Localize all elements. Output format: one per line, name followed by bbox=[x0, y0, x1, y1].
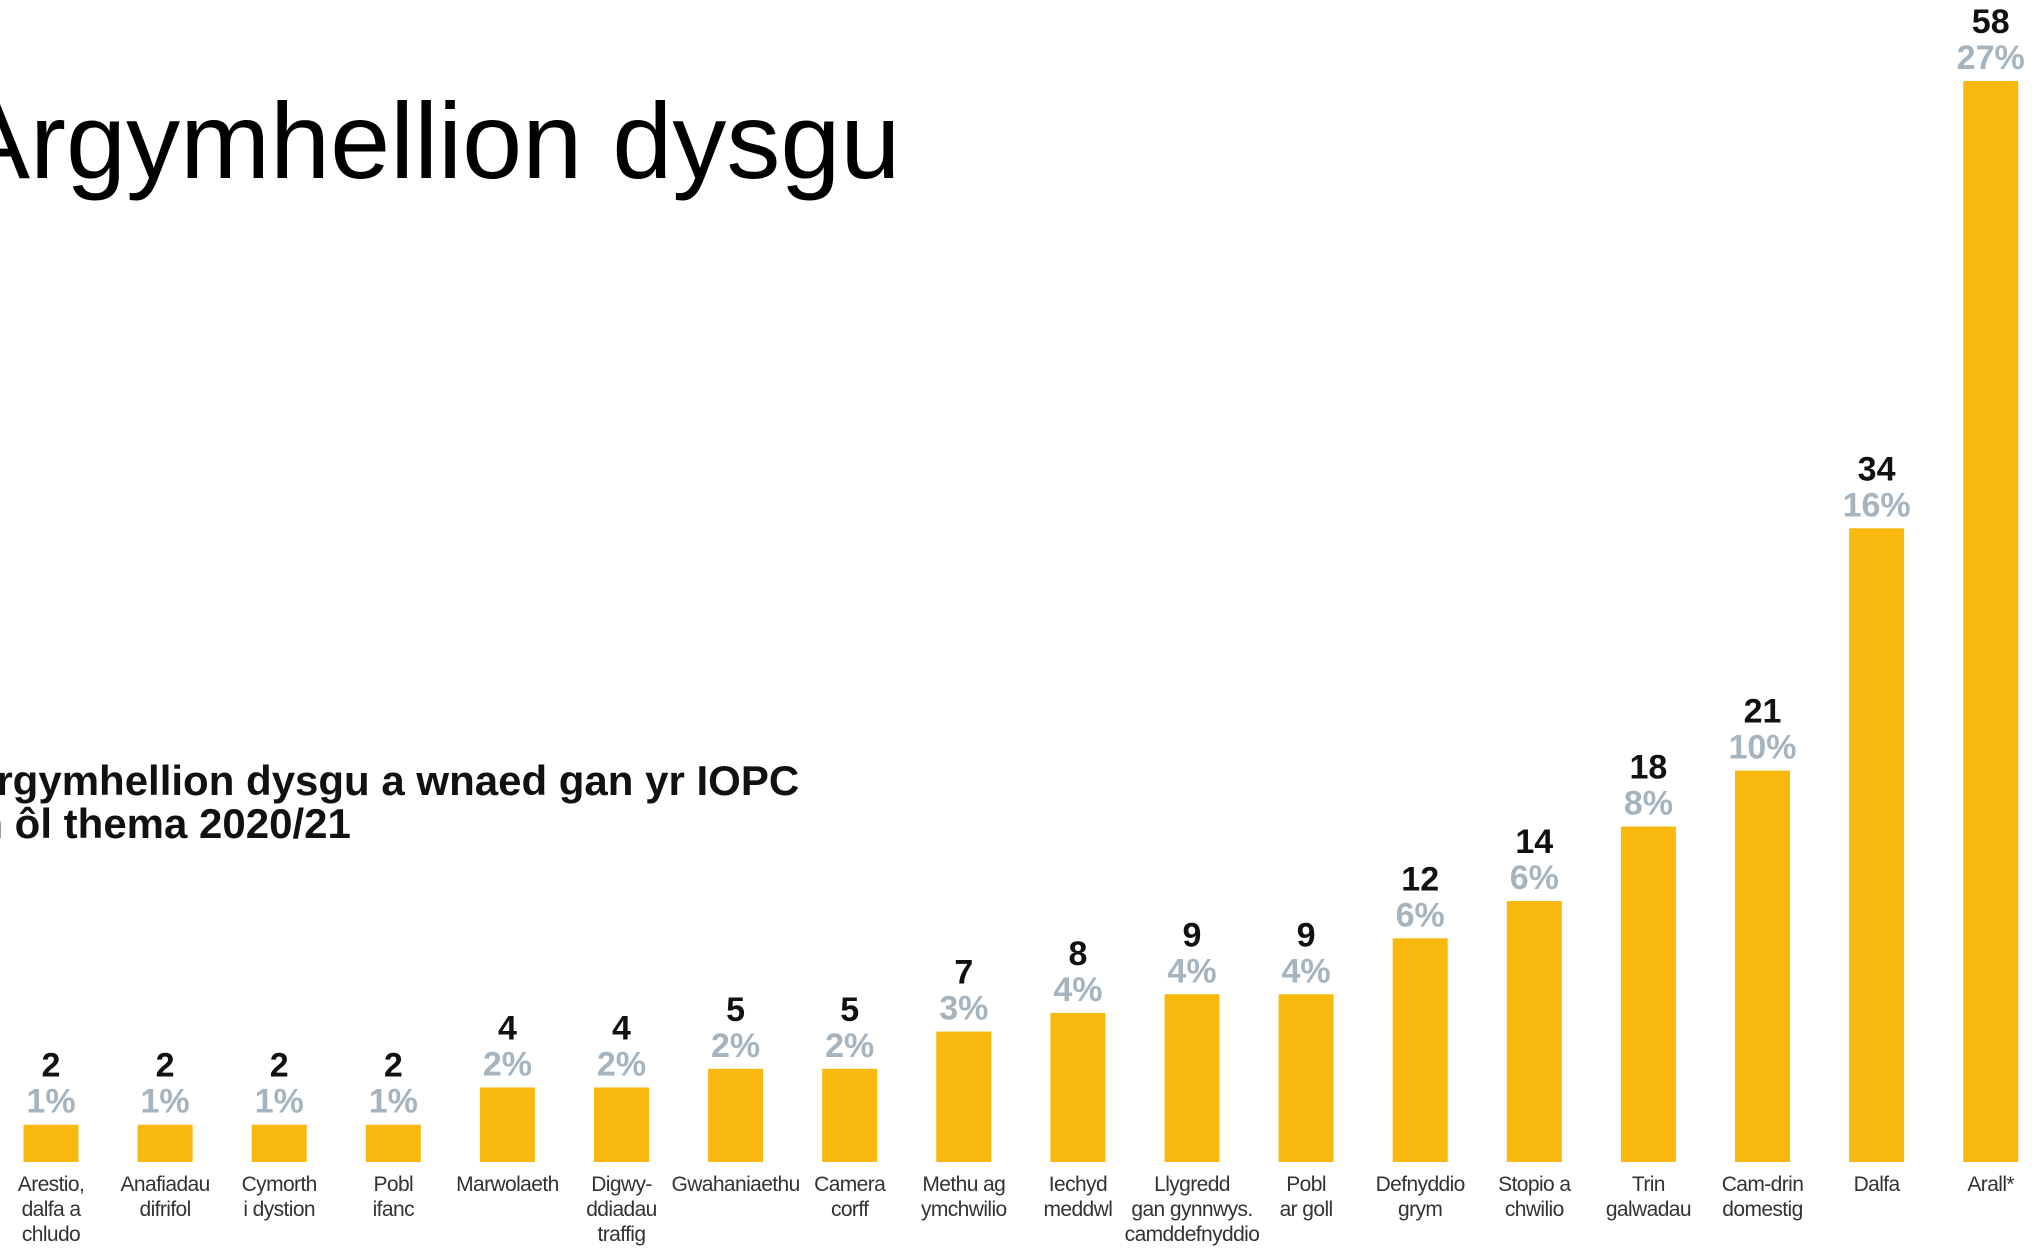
category-label: Dalfa bbox=[1853, 1173, 1901, 1196]
bar bbox=[708, 1068, 764, 1162]
percent-label: 1% bbox=[369, 1083, 418, 1121]
bar bbox=[479, 1087, 535, 1162]
percent-label: 2% bbox=[483, 1045, 532, 1083]
bar bbox=[137, 1124, 193, 1162]
category-label: Pobl ar goll bbox=[1279, 1173, 1334, 1221]
percent-label: 4% bbox=[1167, 952, 1216, 990]
bar bbox=[1506, 901, 1562, 1162]
value-label: 8 bbox=[1068, 935, 1087, 973]
title: Argymhellion dysgu bbox=[0, 80, 901, 201]
bar bbox=[1963, 81, 2019, 1162]
percent-label: 1% bbox=[141, 1083, 190, 1121]
value-label: 14 bbox=[1515, 823, 1553, 861]
category-label: Anafiadau difrifol bbox=[120, 1173, 211, 1221]
value-label: 4 bbox=[498, 1009, 517, 1047]
value-label: 7 bbox=[954, 954, 973, 992]
percent-label: 10% bbox=[1728, 729, 1796, 767]
value-label: 34 bbox=[1858, 450, 1896, 488]
bar bbox=[1278, 994, 1334, 1162]
value-label: 2 bbox=[156, 1047, 175, 1085]
category-label: Trin galwadau bbox=[1605, 1173, 1692, 1221]
category-label: Digwy- ddiadau traffig bbox=[586, 1173, 657, 1246]
value-label: 9 bbox=[1183, 916, 1202, 954]
percent-label: 2% bbox=[825, 1027, 874, 1065]
percent-label: 1% bbox=[26, 1083, 75, 1121]
subtitle: yn ôl thema 2020/21 bbox=[0, 800, 351, 847]
percent-label: 6% bbox=[1510, 859, 1559, 897]
value-label: 2 bbox=[42, 1047, 61, 1085]
category-label: Gwahaniaethu bbox=[671, 1173, 800, 1196]
category-label: Methu ag ymchwilio bbox=[920, 1173, 1007, 1221]
category-label: Cymorth i dystion bbox=[241, 1173, 318, 1221]
value-label: 4 bbox=[612, 1009, 631, 1047]
value-label: 18 bbox=[1629, 749, 1667, 787]
value-label: 21 bbox=[1744, 693, 1782, 731]
percent-label: 27% bbox=[1957, 39, 2025, 77]
percent-label: 2% bbox=[597, 1045, 646, 1083]
bar bbox=[936, 1031, 992, 1162]
percent-label: 3% bbox=[939, 990, 988, 1028]
category-label: Llygredd gan gynnwys. camddefnyddio bbox=[1124, 1173, 1260, 1246]
category-label: Stopio a chwilio bbox=[1498, 1173, 1571, 1221]
bar bbox=[23, 1124, 79, 1162]
bar bbox=[1164, 994, 1220, 1162]
value-label: 2 bbox=[384, 1047, 403, 1085]
category-label: Arall* bbox=[1967, 1173, 2014, 1196]
subtitle: Argymhellion dysgu a wnaed gan yr IOPC bbox=[0, 757, 800, 804]
percent-label: 1% bbox=[255, 1083, 304, 1121]
category-label: Cam-drin domestig bbox=[1721, 1173, 1804, 1221]
category-label: Pobl ifanc bbox=[372, 1173, 415, 1221]
bar bbox=[365, 1124, 421, 1162]
percent-label: 4% bbox=[1282, 952, 1331, 990]
percent-label: 16% bbox=[1843, 486, 1911, 524]
percent-label: 8% bbox=[1624, 785, 1673, 823]
value-label: 9 bbox=[1297, 916, 1316, 954]
category-label: Arestio, dalfa a chludo bbox=[17, 1173, 85, 1246]
bar bbox=[251, 1124, 307, 1162]
percent-label: 2% bbox=[711, 1027, 760, 1065]
value-label: 5 bbox=[840, 991, 859, 1029]
bar bbox=[594, 1087, 649, 1162]
category-label: Defnyddio grym bbox=[1375, 1173, 1466, 1221]
category-label: Camera corff bbox=[814, 1173, 886, 1221]
percent-label: 6% bbox=[1396, 896, 1445, 934]
value-label: 5 bbox=[726, 991, 745, 1029]
bar bbox=[1849, 528, 1905, 1162]
value-label: 2 bbox=[270, 1047, 289, 1085]
value-label: 58 bbox=[1972, 3, 2010, 41]
bar bbox=[1392, 938, 1448, 1162]
bar bbox=[1735, 770, 1790, 1162]
bar bbox=[1050, 1012, 1106, 1162]
value-label: 12 bbox=[1401, 860, 1439, 898]
category-label: Iechyd meddwl bbox=[1043, 1173, 1113, 1221]
percent-label: 4% bbox=[1053, 971, 1102, 1009]
category-label: Marwolaeth bbox=[456, 1173, 559, 1196]
bar bbox=[822, 1068, 878, 1162]
bar bbox=[1620, 826, 1676, 1162]
